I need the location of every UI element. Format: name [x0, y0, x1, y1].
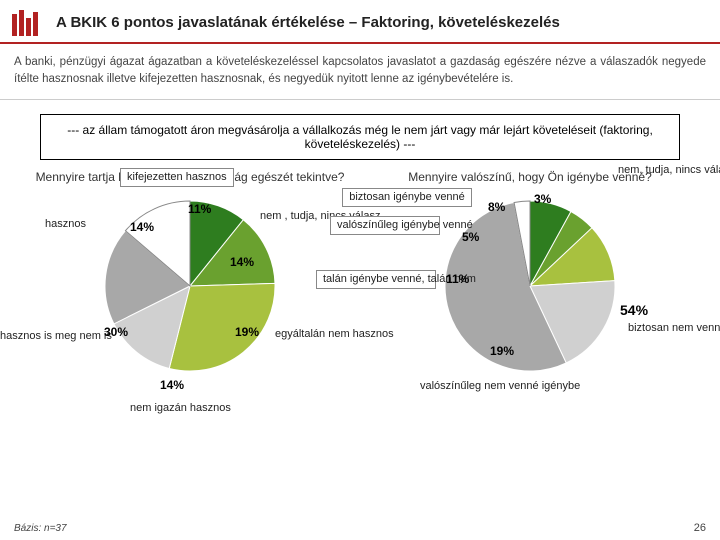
- slice-pct: 8%: [488, 200, 505, 214]
- slice-pct: 11%: [446, 272, 469, 286]
- slice-label: nem igazán hasznos: [130, 402, 220, 415]
- pie-left: [95, 191, 285, 381]
- slice-label: biztosan nem venné igénybe: [628, 322, 708, 335]
- slice-label: hasznos: [16, 218, 86, 231]
- slice-label: biztosan igénybe venné: [342, 188, 472, 207]
- page-number: 26: [694, 522, 706, 534]
- slice-pct: 54%: [620, 302, 648, 318]
- proposal-box: --- az állam támogatott áron megvásárolj…: [40, 114, 680, 160]
- description-text: A banki, pénzügyi ágazat ágazatban a köv…: [0, 44, 720, 100]
- charts-row: Mennyire tartja hasznosnak a gazdaság eg…: [0, 170, 720, 382]
- slice-label: hasznos is meg nem is: [0, 330, 90, 343]
- slice-label: kifejezetten hasznos: [120, 168, 234, 187]
- chart-right: Mennyire valószínű, hogy Ön igénybe venn…: [360, 170, 700, 382]
- slice-label: nem , tudja, nincs válasz: [260, 210, 340, 223]
- slice-pct: 3%: [534, 192, 551, 206]
- sample-size: Bázis: n=37: [14, 523, 67, 534]
- chart-left: Mennyire tartja hasznosnak a gazdaság eg…: [20, 170, 360, 382]
- slice-pct: 11%: [188, 202, 211, 216]
- slice-pct: 30%: [104, 325, 128, 339]
- slice-label: valószínűleg nem venné igénybe: [420, 380, 530, 393]
- slice-pct: 14%: [130, 220, 154, 234]
- slice-label: valószínűleg igénybe venné: [330, 216, 440, 235]
- header: A BKIK 6 pontos javaslatának értékelése …: [0, 0, 720, 44]
- slice-pct: 14%: [230, 255, 254, 269]
- slice-pct: 19%: [490, 344, 514, 358]
- page-title: A BKIK 6 pontos javaslatának értékelése …: [56, 14, 560, 31]
- logo-icon: [12, 8, 44, 36]
- slice-pct: 5%: [462, 230, 479, 244]
- slice-label: talán igénybe venné, talán nem: [316, 270, 436, 289]
- slice-label: nem, tudja, nincs válasz: [618, 164, 688, 177]
- slice-pct: 14%: [160, 378, 184, 392]
- slice-label: egyáltalán nem hasznos: [275, 328, 365, 341]
- pie-chart-icon: [95, 191, 285, 381]
- slice-pct: 19%: [235, 325, 259, 339]
